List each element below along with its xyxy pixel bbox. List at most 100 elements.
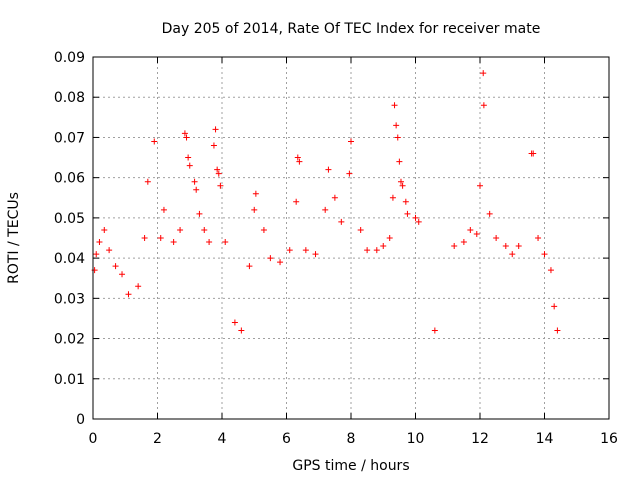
- data-point: [346, 170, 353, 177]
- data-point: [252, 190, 259, 197]
- data-point: [509, 251, 516, 258]
- data-point: [391, 102, 398, 109]
- data-point: [260, 226, 267, 233]
- data-point: [251, 206, 258, 213]
- data-point: [302, 247, 309, 254]
- data-point: [325, 166, 332, 173]
- y-tick-label: 0.01: [54, 372, 85, 388]
- data-point: [402, 198, 409, 205]
- x-tick-label: 4: [218, 431, 227, 447]
- data-point: [480, 102, 487, 109]
- data-point: [185, 154, 192, 161]
- y-tick-label: 0.02: [54, 332, 85, 348]
- data-point: [397, 178, 404, 185]
- data-point: [181, 130, 188, 137]
- x-tick-label: 0: [89, 431, 98, 447]
- data-point: [177, 226, 184, 233]
- data-point: [193, 186, 200, 193]
- data-point: [515, 243, 522, 250]
- data-point: [399, 182, 406, 189]
- data-point: [125, 291, 132, 298]
- data-point: [293, 198, 300, 205]
- data-point: [196, 210, 203, 217]
- y-tick-label: 0.06: [54, 171, 85, 187]
- data-point: [112, 263, 119, 270]
- x-tick-label: 6: [282, 431, 291, 447]
- data-point: [404, 210, 411, 217]
- data-point: [215, 170, 222, 177]
- data-point: [238, 327, 245, 334]
- data-point: [396, 158, 403, 165]
- y-tick-label: 0: [76, 412, 85, 428]
- data-point: [277, 259, 284, 266]
- data-point: [151, 138, 158, 145]
- data-point: [222, 239, 229, 246]
- data-point: [170, 239, 177, 246]
- data-point: [294, 154, 301, 161]
- data-point: [477, 182, 483, 189]
- data-point: [157, 235, 164, 241]
- x-tick-label: 12: [471, 431, 489, 447]
- data-point: [322, 206, 329, 213]
- data-point: [394, 134, 401, 141]
- data-point: [364, 247, 371, 254]
- data-point: [415, 218, 422, 225]
- data-point: [480, 70, 487, 77]
- data-point: [141, 235, 148, 241]
- data-point: [160, 206, 167, 213]
- data-point: [486, 210, 493, 217]
- data-point: [451, 243, 458, 250]
- x-tick-label: 10: [407, 431, 425, 447]
- data-point: [135, 283, 142, 290]
- data-point: [393, 122, 400, 129]
- data-points: [91, 70, 561, 334]
- data-point: [502, 243, 509, 250]
- data-point: [412, 214, 419, 221]
- data-point: [106, 247, 113, 254]
- data-point: [389, 194, 396, 201]
- data-point: [541, 251, 548, 258]
- data-point: [331, 194, 338, 201]
- data-point: [101, 226, 108, 233]
- y-tick-label: 0.05: [54, 211, 85, 227]
- axis-ticks: 0 0.01 0.02 0.03 0.04 0.05 0.06 0.07 0.08 0.09 0 2 4…: [54, 50, 618, 447]
- data-point: [431, 327, 438, 334]
- x-tick-label: 16: [600, 431, 618, 447]
- x-tick-label: 14: [536, 431, 554, 447]
- data-point: [231, 319, 238, 326]
- grid: [93, 57, 609, 419]
- data-point: [296, 158, 303, 165]
- data-point: [212, 126, 219, 133]
- data-point: [191, 178, 198, 185]
- x-tick-label: 8: [347, 431, 356, 447]
- data-point: [373, 247, 380, 254]
- data-point: [214, 166, 221, 173]
- data-point: [183, 134, 190, 141]
- data-point: [554, 327, 561, 334]
- data-point: [460, 239, 467, 246]
- data-point: [267, 255, 274, 262]
- data-point: [357, 226, 364, 233]
- y-axis-label: ROTI / TECUs: [6, 192, 22, 284]
- data-point: [467, 226, 474, 233]
- data-point: [217, 182, 224, 189]
- y-tick-label: 0.03: [54, 291, 85, 307]
- data-point: [535, 235, 542, 241]
- y-tick-label: 0.04: [54, 251, 85, 267]
- data-point: [206, 239, 213, 246]
- data-point: [96, 239, 103, 246]
- data-point: [380, 243, 387, 250]
- data-point: [186, 162, 193, 169]
- data-point: [286, 247, 293, 254]
- data-point: [493, 235, 500, 241]
- x-axis-label: GPS time / hours: [292, 458, 409, 474]
- y-tick-label: 0.07: [54, 130, 85, 146]
- data-point: [338, 218, 345, 225]
- data-point: [473, 230, 480, 237]
- data-point: [201, 226, 208, 233]
- data-point: [547, 267, 554, 274]
- y-tick-label: 0.09: [54, 50, 85, 66]
- data-point: [386, 235, 393, 241]
- data-point: [530, 150, 537, 157]
